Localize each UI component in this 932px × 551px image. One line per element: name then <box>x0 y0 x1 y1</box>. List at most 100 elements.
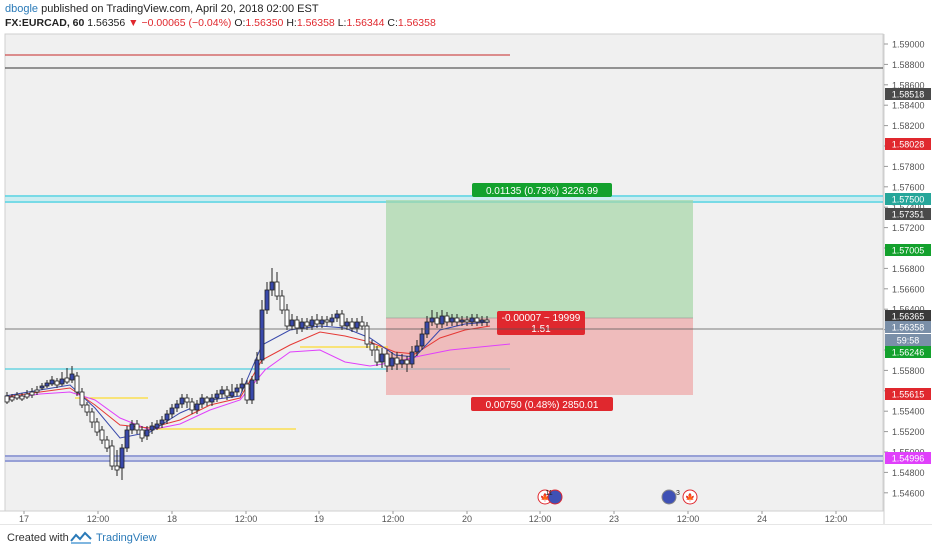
candle <box>464 319 470 323</box>
candle <box>244 383 250 401</box>
candle <box>469 317 475 323</box>
candle <box>409 351 415 365</box>
candle <box>484 319 490 323</box>
event-marker-1[interactable]: 🍁 11 <box>537 489 563 505</box>
quote-line: FX:EURCAD, 60 1.56356 ▼ −0.00065 (−0.04%… <box>5 17 436 29</box>
candle <box>134 423 140 431</box>
price-axis[interactable] <box>884 34 932 511</box>
time-tick-label: 12:00 <box>382 514 405 524</box>
candle <box>229 391 235 397</box>
footer: Created with TradingView <box>0 524 932 551</box>
price-label-bg <box>885 388 931 400</box>
price-tick-label: 1.55200 <box>892 427 925 437</box>
tradingview-link[interactable]: TradingView <box>96 532 157 544</box>
candle <box>439 315 445 325</box>
target-label: 0.01135 (0.73%) 3226.99 <box>486 186 599 197</box>
candle <box>224 389 230 397</box>
candle <box>279 295 285 311</box>
price-tick-label: 1.58400 <box>892 101 925 111</box>
candle <box>449 317 455 323</box>
position-target-zone[interactable] <box>386 200 693 318</box>
low-value: 1.56344 <box>346 17 385 29</box>
last-price: 1.56356 <box>87 17 126 29</box>
open-value: 1.56350 <box>245 17 284 29</box>
event-marker-2[interactable]: 3 🍁 <box>661 489 698 505</box>
publish-info: dbogle published on TradingView.com, Apr… <box>5 3 319 15</box>
candle <box>359 321 365 327</box>
cyan-zone[interactable] <box>5 195 883 203</box>
price-label: 1.56246 <box>892 348 925 358</box>
svg-text:🍁: 🍁 <box>685 492 695 502</box>
price-label-bg <box>885 244 931 256</box>
price-label: 59:58 <box>897 336 920 346</box>
candle <box>144 429 150 437</box>
candle <box>239 383 245 389</box>
candle <box>349 321 355 329</box>
candle <box>59 378 65 385</box>
time-tick-label: 12:00 <box>87 514 110 524</box>
candle <box>64 377 70 383</box>
candle <box>129 423 135 431</box>
candlestick-group <box>4 268 490 480</box>
candle <box>479 319 485 323</box>
price-label: 1.57005 <box>892 246 925 256</box>
candle <box>419 333 425 347</box>
candle <box>404 359 410 365</box>
candle <box>119 447 125 469</box>
candle <box>354 321 360 329</box>
price-label-bg <box>885 310 931 322</box>
candle <box>89 411 95 423</box>
price-tick-label: 1.55400 <box>892 407 925 417</box>
time-tick-label: 24 <box>757 514 767 524</box>
candle <box>364 325 370 345</box>
candle <box>234 387 240 393</box>
candle <box>114 465 120 471</box>
candle <box>14 394 20 399</box>
candle <box>179 397 185 405</box>
current-label-group: -0.00007 ~ 19999 1.51 <box>497 311 585 335</box>
price-tick-label: 1.56800 <box>892 264 925 274</box>
blue-zone[interactable] <box>5 455 883 462</box>
price-label: 1.57351 <box>892 210 925 220</box>
price-chart[interactable]: 1.59000 1.58800 1.58600 1.58400 1.58200 1.580… <box>0 0 932 524</box>
candle <box>189 401 195 411</box>
time-axis[interactable] <box>0 511 884 524</box>
price-tick-label: 1.54600 <box>892 488 925 498</box>
high-value: 1.56358 <box>296 17 335 29</box>
candle <box>39 385 45 389</box>
candle <box>329 317 335 323</box>
high-label: H: <box>286 17 297 29</box>
chart-header: dbogle published on TradingView.com, Apr… <box>0 0 932 36</box>
candle <box>109 445 115 467</box>
ma-slow-line <box>4 343 511 431</box>
candle <box>249 379 255 401</box>
candle <box>339 313 345 327</box>
candle <box>84 404 90 413</box>
price-label: 1.55615 <box>892 390 925 400</box>
candle <box>294 319 300 329</box>
time-tick-label: 12:00 <box>825 514 848 524</box>
event-count-1: 11 <box>545 490 552 497</box>
price-tick-label: 1.58800 <box>892 60 925 70</box>
candle <box>384 353 390 367</box>
candle <box>139 429 145 439</box>
time-tick-group: 17 12:00 18 12:00 19 12:00 20 12:00 23 12:00 24 12:… <box>19 511 847 524</box>
candle <box>19 395 25 400</box>
candle <box>154 423 160 429</box>
candle <box>344 321 350 327</box>
author-link[interactable]: dbogle <box>5 3 39 15</box>
candle <box>374 349 380 363</box>
event-count-2: 3 <box>676 490 680 497</box>
candle <box>424 321 430 335</box>
candle <box>334 313 340 319</box>
candle <box>69 373 75 381</box>
price-label-bg <box>885 208 931 220</box>
price-label-bg <box>885 193 931 205</box>
candle <box>124 429 130 449</box>
candle <box>184 397 190 403</box>
candle <box>99 429 105 441</box>
price-label-bg <box>885 321 931 333</box>
price-label-group: 1.58518 1.58028 1.57500 1.57351 1.57005 1.563… <box>885 88 931 464</box>
time-tick-label: 23 <box>609 514 619 524</box>
candle <box>454 317 460 323</box>
